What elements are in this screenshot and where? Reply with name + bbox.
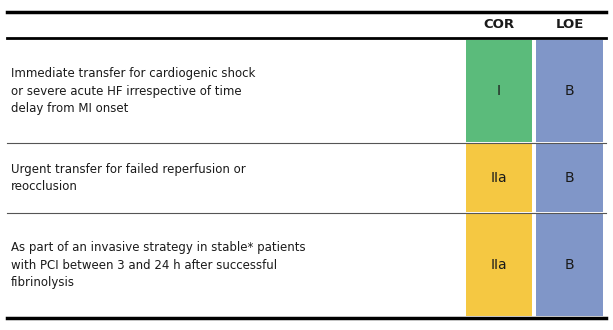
Bar xyxy=(536,145,603,212)
Text: As part of an invasive strategy in stable* patients
with PCI between 3 and 24 h : As part of an invasive strategy in stabl… xyxy=(11,241,306,289)
Text: B: B xyxy=(565,84,574,98)
Bar xyxy=(466,214,532,316)
Text: Urgent transfer for failed reperfusion or
reocclusion: Urgent transfer for failed reperfusion o… xyxy=(11,163,246,193)
Text: IIa: IIa xyxy=(490,258,508,272)
Text: LOE: LOE xyxy=(555,18,584,31)
Text: IIa: IIa xyxy=(490,171,508,185)
Text: Immediate transfer for cardiogenic shock
or severe acute HF irrespective of time: Immediate transfer for cardiogenic shock… xyxy=(11,67,256,115)
Text: B: B xyxy=(565,171,574,185)
Bar xyxy=(466,40,532,143)
Text: I: I xyxy=(497,84,501,98)
Bar xyxy=(536,40,603,143)
Text: B: B xyxy=(565,258,574,272)
Text: COR: COR xyxy=(484,18,514,31)
Bar xyxy=(536,214,603,316)
Bar xyxy=(466,145,532,212)
